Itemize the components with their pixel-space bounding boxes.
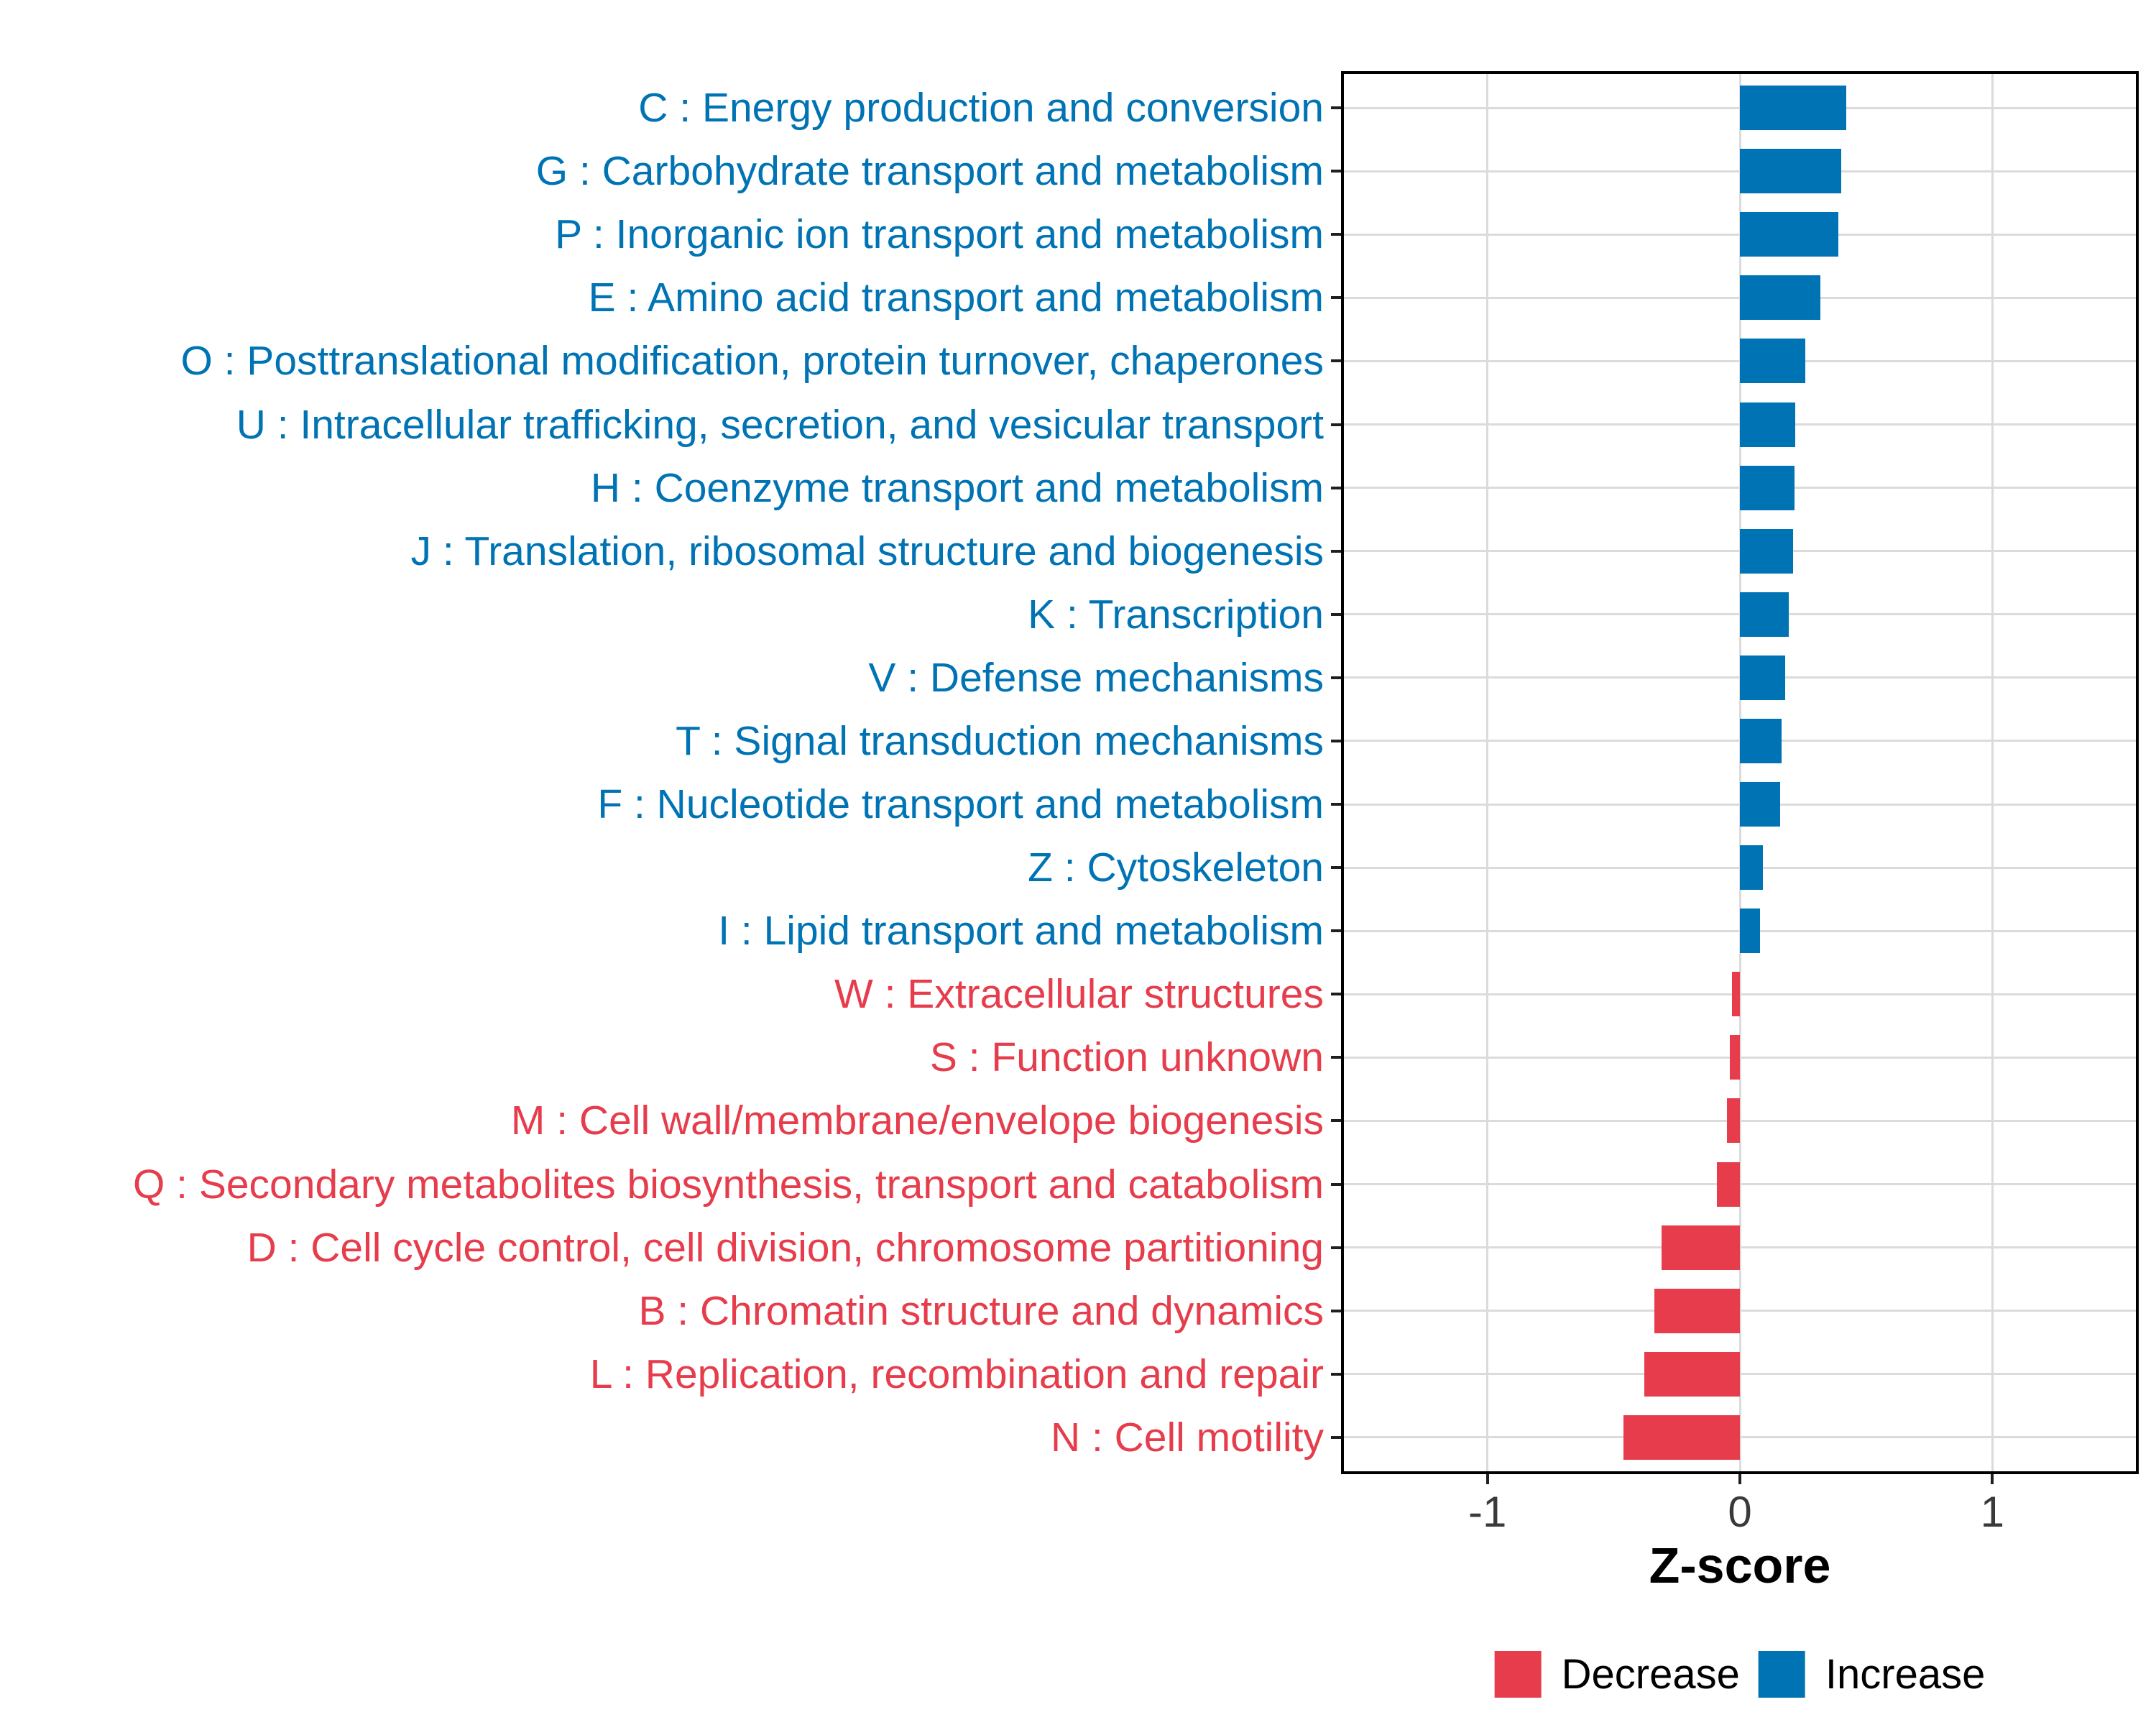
v-gridline (1991, 71, 1994, 1474)
y-axis-label: E : Amino acid transport and metabolism (588, 275, 1324, 321)
decrease-legend-key (1494, 1651, 1542, 1698)
bar (1740, 718, 1782, 763)
bar (1623, 1414, 1740, 1460)
bar (1729, 1035, 1740, 1080)
x-tick-label: 0 (1728, 1488, 1752, 1536)
y-axis-label: I : Lipid transport and metabolism (718, 908, 1324, 954)
v-gridline (1486, 71, 1489, 1474)
bar (1740, 275, 1821, 321)
y-axis-label: Q : Secondary metabolites biosynthesis, … (132, 1161, 1324, 1208)
bar (1740, 402, 1796, 447)
bar (1740, 782, 1781, 827)
bar (1662, 1225, 1740, 1270)
bar (1644, 1351, 1740, 1397)
bar (1740, 592, 1789, 637)
x-axis-title: Z-score (1649, 1537, 1831, 1593)
y-tick (1331, 929, 1341, 933)
y-tick (1331, 739, 1341, 742)
y-axis-label: Z : Cytoskeleton (1028, 845, 1324, 891)
y-tick (1331, 296, 1341, 300)
y-axis-label: J : Translation, ribosomal structure and… (410, 528, 1324, 574)
y-tick (1331, 486, 1341, 489)
bar (1654, 1288, 1740, 1333)
y-axis-label: U : Intracellular trafficking, secretion… (236, 401, 1324, 448)
legend: Decrease Increase (1494, 1650, 1986, 1698)
bar (1727, 1098, 1740, 1144)
y-axis-label: V : Defense mechanisms (868, 654, 1324, 701)
legend-item-decrease: Decrease (1494, 1650, 1740, 1698)
y-tick (1331, 612, 1341, 616)
y-tick (1331, 423, 1341, 426)
bar (1740, 655, 1786, 700)
bar (1740, 528, 1793, 574)
y-tick (1331, 359, 1341, 363)
y-tick (1331, 993, 1341, 996)
y-tick (1331, 549, 1341, 553)
x-tick (1991, 1474, 1994, 1484)
x-tick-label: 1 (1980, 1488, 2004, 1536)
y-tick (1331, 676, 1341, 679)
y-tick (1331, 1119, 1341, 1123)
y-axis-label: B : Chromatin structure and dynamics (638, 1287, 1324, 1334)
y-axis-label: G : Carbohydrate transport and metabolis… (535, 148, 1324, 195)
y-axis-label: M : Cell wall/membrane/envelope biogenes… (510, 1098, 1324, 1144)
x-tick-label: -1 (1468, 1488, 1507, 1536)
y-tick (1331, 170, 1341, 173)
y-axis-label: T : Signal transduction mechanisms (676, 717, 1324, 764)
y-tick (1331, 1182, 1341, 1186)
y-axis-label: O : Posttranslational modification, prot… (180, 338, 1324, 385)
y-axis-label: C : Energy production and conversion (638, 85, 1324, 132)
bar (1740, 465, 1795, 510)
y-tick (1331, 866, 1341, 870)
x-tick (1485, 1474, 1489, 1484)
y-axis-label: S : Function unknown (929, 1034, 1324, 1081)
increase-legend-label: Increase (1825, 1650, 1986, 1698)
y-tick (1331, 1056, 1341, 1059)
y-tick (1331, 106, 1341, 110)
decrease-legend-label: Decrease (1561, 1650, 1740, 1698)
increase-legend-key (1758, 1651, 1805, 1698)
y-tick (1331, 1309, 1341, 1312)
bar (1732, 972, 1740, 1017)
x-tick (1738, 1474, 1741, 1484)
bar (1740, 212, 1838, 257)
y-tick (1331, 233, 1341, 236)
bar (1740, 908, 1761, 954)
legend-item-increase: Increase (1758, 1650, 1986, 1698)
bar (1740, 149, 1841, 194)
y-tick (1331, 803, 1341, 806)
y-axis-label: N : Cell motility (1050, 1414, 1324, 1460)
bar (1740, 845, 1763, 891)
y-axis-label: H : Coenzyme transport and metabolism (590, 464, 1324, 511)
y-axis-label: P : Inorganic ion transport and metaboli… (555, 211, 1324, 258)
bar (1740, 86, 1846, 131)
plot-panel (1341, 71, 2139, 1474)
y-tick (1331, 1435, 1341, 1439)
y-axis-label: K : Transcription (1028, 591, 1324, 638)
bar (1740, 339, 1806, 384)
bar (1717, 1162, 1740, 1207)
y-tick (1331, 1246, 1341, 1249)
v-gridline (1738, 71, 1741, 1474)
y-axis-label: D : Cell cycle control, cell division, c… (247, 1224, 1324, 1271)
y-axis-label: F : Nucleotide transport and metabolism (597, 781, 1324, 828)
y-tick (1331, 1372, 1341, 1376)
y-axis-label: L : Replication, recombination and repai… (589, 1351, 1324, 1397)
y-axis-label: W : Extracellular structures (834, 971, 1324, 1018)
